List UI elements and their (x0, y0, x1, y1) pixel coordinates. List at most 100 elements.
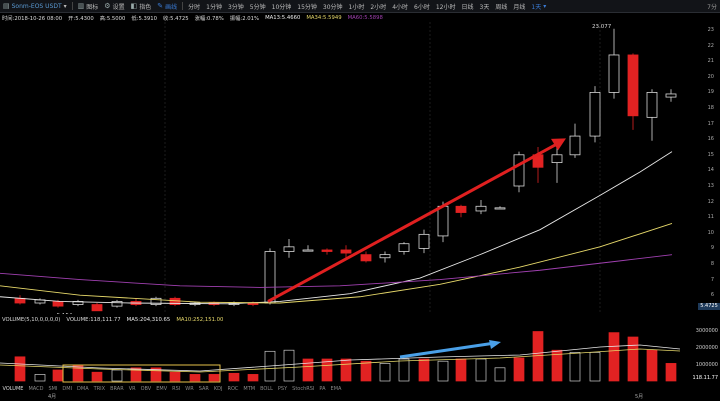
info-amplitude: 振幅:2.01% (229, 15, 260, 22)
indicator-tab[interactable]: SMI (48, 385, 58, 392)
volume-bar (475, 358, 487, 382)
volume-bar (130, 367, 142, 382)
period-tab[interactable]: 月线 (513, 3, 526, 11)
period-tab[interactable]: 15分钟 (297, 3, 317, 11)
price-axis-label: 7 (710, 276, 714, 283)
volume-bar (150, 367, 162, 382)
volume-bar (302, 358, 314, 382)
divider (71, 2, 73, 10)
right-label: 7分 (704, 0, 720, 12)
indicator-tab[interactable]: VR (128, 385, 136, 392)
period-tab[interactable]: 6小时 (414, 3, 430, 11)
candle-body (360, 254, 372, 262)
price-axis-label: 11 (707, 214, 714, 221)
period-tab[interactable]: 3分钟 (227, 3, 244, 11)
indicator-tab[interactable]: ROC (227, 385, 239, 392)
trend-arrow-line (267, 141, 561, 303)
color-icon: ◧ (130, 2, 138, 10)
info-ma-purple: MA60:5.5898 (347, 14, 383, 21)
period-selector[interactable]: 1天 ▾ (528, 0, 549, 12)
volume-bar (283, 349, 295, 382)
price-axis-label: 16 (707, 136, 714, 143)
indicator-tab[interactable]: KDJ (213, 385, 223, 392)
period-tab[interactable]: 1小时 (348, 3, 365, 11)
volume-bar (111, 369, 123, 382)
high-price-label: 23.077 (592, 24, 612, 30)
info-ma13: MA13:5.4660 (265, 14, 301, 21)
indicator-tab[interactable]: MTM (243, 385, 256, 392)
candle-body (150, 297, 162, 305)
color-button[interactable]: ◧ 指色 (128, 0, 155, 12)
indicator-tab[interactable]: PA (319, 385, 326, 392)
period-tab[interactable]: 30分钟 (322, 3, 343, 11)
draw-label: 画线 (165, 3, 178, 11)
indicator-tab[interactable]: DMA (77, 385, 89, 392)
chart-type-button[interactable]: ▥ 图标 (75, 0, 102, 12)
indicator-tab[interactable]: DMI (62, 385, 73, 392)
volume-bar (513, 357, 525, 382)
highlight-box (62, 364, 221, 383)
indicator-tab[interactable]: SAR (198, 385, 209, 392)
price-axis-label: 10 (707, 229, 714, 236)
color-label: 指色 (139, 3, 152, 11)
period-tab[interactable]: 日线 (461, 3, 474, 11)
indicator-tab[interactable]: MACD (28, 385, 44, 392)
symbol-selector[interactable]: ▤ Sonm-EOS USDT ▾ (0, 0, 70, 12)
candle-body (513, 154, 525, 187)
volume-chart[interactable] (0, 325, 684, 383)
bar-chart-icon: ▥ (77, 2, 85, 10)
period-tab[interactable]: 4小时 (392, 3, 409, 11)
volume-bar (646, 349, 658, 382)
period-tab[interactable]: 5分钟 (249, 3, 266, 11)
volume-header: VOLUME(5,10,0,0,0,0) (2, 317, 61, 323)
indicator-tab[interactable]: OBV (140, 385, 152, 392)
right-label-text: 7分 (707, 3, 717, 11)
indicator-tab[interactable]: BOLL (260, 385, 273, 392)
settings-label: 设置 (112, 3, 125, 11)
top-toolbar: ▤ Sonm-EOS USDT ▾ ▥ 图标 ⚙ 设置 ◧ 指色 ✎ 画线 分时 1分钟 3… (0, 0, 720, 13)
volume-axis-label: 3000000 (695, 328, 718, 334)
period-tab[interactable]: 分时 (188, 3, 201, 11)
candle-body (264, 251, 276, 304)
menu-icon: ▤ (3, 2, 10, 10)
candlestick-chart[interactable]: 23.077 ←5.154 (0, 22, 698, 314)
candle-body (340, 249, 352, 254)
volume-ma10: MA10:252,151.00 (176, 317, 224, 323)
volume-bar (14, 356, 26, 382)
period-tab[interactable]: 10分钟 (271, 3, 292, 11)
date-label-right: 5月 (635, 394, 644, 400)
indicator-tab[interactable]: WR (185, 385, 194, 392)
indicator-tab[interactable]: RSI (172, 385, 181, 392)
volume-axis: 3000000 2000000 1000000 118.11.77 (680, 325, 720, 383)
candle-body (418, 233, 430, 249)
volume-bar (208, 374, 220, 382)
draw-button[interactable]: ✎ 画线 (154, 0, 180, 12)
candle-body (302, 249, 314, 252)
info-change: 涨幅:0.78% (194, 15, 224, 22)
indicator-tab[interactable]: StochRSI (292, 385, 315, 392)
date-label-left: 4月 (48, 394, 57, 400)
volume-bar (72, 365, 84, 382)
indicator-tab[interactable]: TRIX (93, 385, 106, 392)
indicator-tab[interactable]: BRAR (110, 385, 124, 392)
price-axis-label: 19 (707, 89, 714, 96)
ma34-line (0, 223, 673, 304)
indicator-tab[interactable]: EMV (156, 385, 168, 392)
price-axis-label: 22 (707, 42, 714, 49)
period-tab[interactable]: 12小时 (435, 3, 456, 11)
volume-bar (418, 358, 430, 382)
date-axis: 4月 5月 (0, 393, 720, 401)
indicator-tab[interactable]: EMA (330, 385, 342, 392)
volume-bar (627, 336, 639, 382)
indicator-tab[interactable]: VOLUME (2, 385, 24, 392)
period-tab[interactable]: 1分钟 (206, 3, 222, 11)
indicator-tab[interactable]: PSY (277, 385, 288, 392)
candle-body (398, 243, 410, 252)
price-axis-label: 15 (707, 151, 714, 158)
period-tab[interactable]: 3天 (479, 3, 490, 11)
period-tab[interactable]: 周线 (495, 3, 508, 11)
period-tab[interactable]: 2小时 (370, 3, 387, 11)
info-high: 高:5.5000 (99, 15, 126, 22)
candle-body (52, 301, 64, 307)
settings-button[interactable]: ⚙ 设置 (101, 0, 127, 12)
